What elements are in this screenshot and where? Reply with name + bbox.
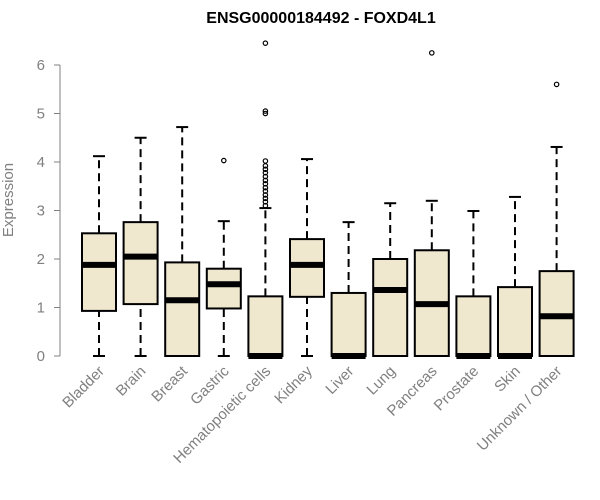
x-tick-label: Skin (491, 363, 524, 396)
y-axis: 0 1 2 3 4 5 6 (37, 57, 61, 365)
iqr-box (330, 291, 367, 358)
outlier-point (262, 110, 269, 117)
outlier-point (553, 81, 560, 88)
x-tick-label: Liver (322, 363, 357, 398)
iqr-box (205, 267, 242, 310)
box-unknown-other (538, 81, 575, 357)
iqr-box (289, 238, 325, 298)
box-bladder (81, 155, 117, 357)
outlier-point (262, 195, 269, 202)
outlier-point (262, 188, 269, 194)
y-tick-label: 5 (37, 106, 45, 123)
box-brain (122, 136, 159, 357)
box-skin (497, 195, 533, 359)
x-tick-label: Breast (148, 362, 191, 405)
outlier-point (262, 40, 269, 46)
outlier-point (262, 198, 269, 205)
x-tick-label: Kidney (271, 362, 316, 407)
x-tick-label: Bladder (59, 363, 108, 412)
box-liver (330, 221, 367, 359)
y-axis-label: Expression (0, 163, 17, 237)
y-tick-label: 0 (37, 348, 45, 365)
outlier-point (221, 157, 227, 164)
iqr-box (497, 286, 533, 358)
box-hematopoietic-cells (247, 40, 284, 359)
iqr-box (372, 258, 409, 357)
outlier-point (262, 181, 269, 187)
outlier-point (262, 169, 269, 176)
iqr-box (164, 261, 201, 357)
boxes-layer (81, 40, 575, 359)
box-prostate (455, 209, 492, 359)
iqr-box (122, 221, 159, 306)
y-tick-label: 2 (37, 251, 45, 268)
x-tick-label: Brain (113, 363, 150, 400)
chart-title: ENSG00000184492 - FOXD4L1 (206, 10, 436, 27)
x-tick-label: Lung (363, 363, 399, 399)
x-tick-label: Prostate (431, 363, 483, 415)
box-pancreas (413, 50, 450, 358)
box-gastric (205, 157, 242, 357)
iqr-box (247, 295, 284, 357)
y-tick-label: 3 (37, 203, 45, 220)
outlier-point (262, 158, 269, 164)
box-kidney (289, 158, 325, 357)
iqr-box (81, 232, 117, 312)
box-lung (372, 202, 409, 357)
box-breast (164, 126, 201, 357)
outlier-point (428, 50, 435, 56)
iqr-box (455, 295, 492, 357)
y-tick-label: 1 (37, 300, 45, 317)
outlier-point (262, 166, 269, 173)
y-tick-label: 4 (37, 154, 45, 171)
outlier-point (262, 108, 269, 114)
y-tick-label: 6 (37, 57, 45, 74)
